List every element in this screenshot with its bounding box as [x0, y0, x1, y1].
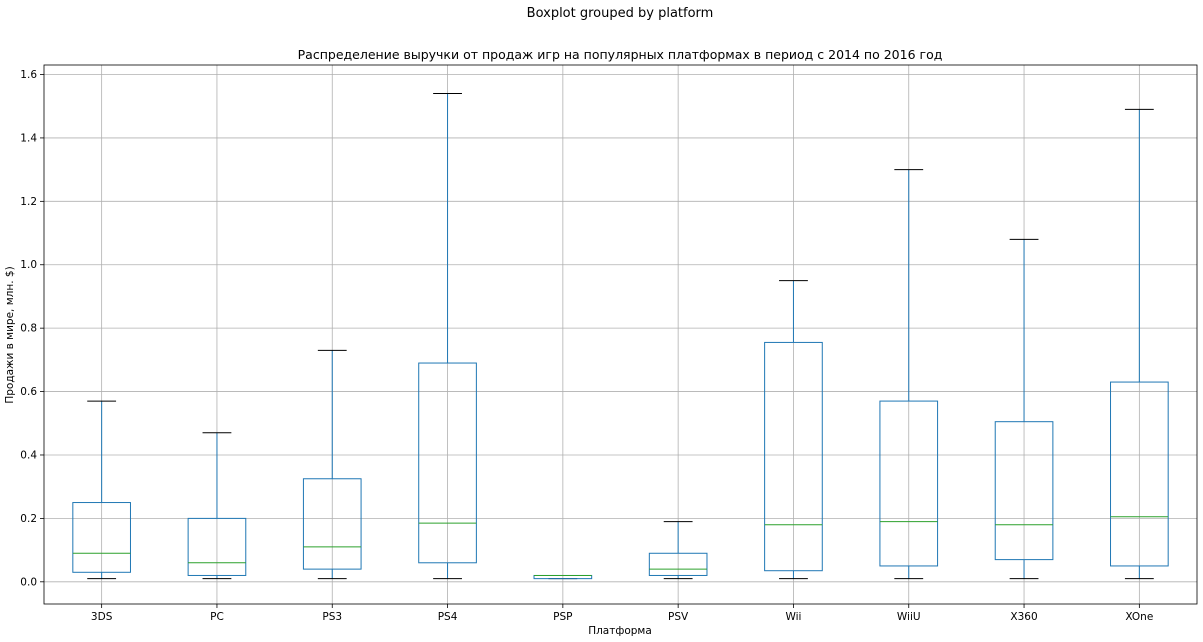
box-iqr	[302, 478, 362, 570]
axes: 0.0 0.2 0.4 0.6 0.8 1.0 1.2 1.4 1.6 3DS PC PS3 PS4 PS…	[20, 64, 1198, 623]
x-tick-label: PS3	[322, 611, 342, 623]
y-tick-label: 1.2	[20, 196, 37, 208]
box-iqr	[648, 552, 708, 576]
x-axis-label: Платформа	[588, 625, 652, 637]
x-tick-label: XOne	[1125, 611, 1153, 623]
box-iqr	[994, 421, 1054, 561]
x-tick-label: PSP	[553, 611, 572, 623]
x-tick-label: WiiU	[897, 611, 921, 623]
y-axis-label: Продажи в мире, млн. $)	[4, 266, 16, 403]
box-PC	[187, 432, 247, 580]
box-iqr	[1110, 381, 1169, 567]
box-WiiU	[879, 169, 939, 580]
box-iqr	[764, 341, 823, 572]
box-XOne	[1110, 108, 1169, 580]
axes-frame	[43, 64, 1198, 605]
x-tick-label: X360	[1010, 611, 1037, 623]
box-iqr	[72, 502, 131, 573]
x-tick-label: Wii	[785, 611, 801, 623]
x-tick-label: 3DS	[91, 611, 113, 623]
box-iqr	[879, 400, 939, 567]
y-tick-label: 1.4	[20, 132, 37, 144]
y-tick-label: 0.6	[20, 386, 37, 398]
y-tick-label: 0.4	[20, 449, 37, 461]
y-tick-label: 1.6	[20, 69, 37, 81]
box-PSP	[533, 574, 593, 580]
box-PSV	[648, 521, 708, 580]
box-iqr	[187, 517, 247, 576]
box-Wii	[764, 280, 823, 580]
box-3DS	[72, 400, 131, 580]
box-PS4	[418, 93, 477, 580]
y-tick-label: 0.2	[20, 513, 37, 525]
y-tick-label: 0.0	[20, 576, 37, 588]
box-iqr	[418, 362, 477, 564]
chart-title: Распределение выручки от продаж игр на п…	[298, 47, 943, 62]
x-tick-label: PC	[210, 611, 224, 623]
chart-suptitle: Boxplot grouped by platform	[527, 6, 714, 21]
box-X360	[994, 238, 1054, 580]
x-tick-label: PSV	[668, 611, 689, 623]
box-PS3	[302, 349, 362, 580]
boxes	[72, 93, 1169, 580]
y-tick-label: 0.8	[20, 323, 37, 335]
x-tick-label: PS4	[438, 611, 458, 623]
y-tick-label: 1.0	[20, 259, 37, 271]
